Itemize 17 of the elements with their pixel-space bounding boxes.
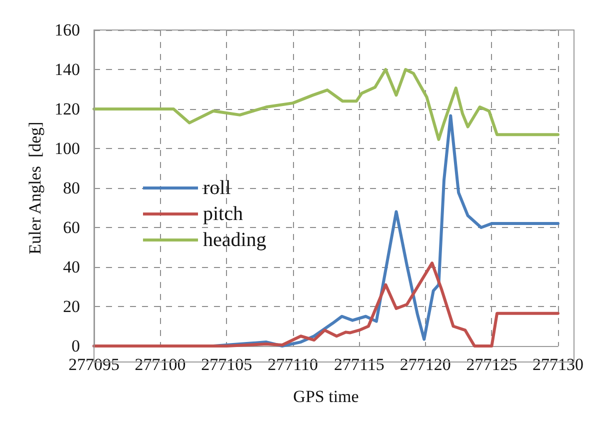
legend-label: pitch [203,203,243,225]
y-tick-label: 20 [63,297,80,316]
x-tick-label: 277095 [68,355,120,374]
y-tick-label: 140 [54,60,80,79]
y-axis-title: Euler Angles [deg] [26,122,45,254]
y-tick-label: 120 [54,100,80,118]
y-tick-label: 40 [63,258,80,276]
y-tick-label: 0 [72,336,80,356]
y-tick-label: 100 [54,139,80,158]
y-tick-label: 60 [63,218,80,237]
legend-label: heading [203,229,266,251]
x-axis-title: GPS time [293,387,359,406]
y-tick-label: 160 [54,20,80,40]
x-tick-label: 277130 [532,355,584,374]
line-series [92,68,560,141]
legend-label: roll [203,177,232,199]
y-tick-label: 80 [63,178,80,198]
